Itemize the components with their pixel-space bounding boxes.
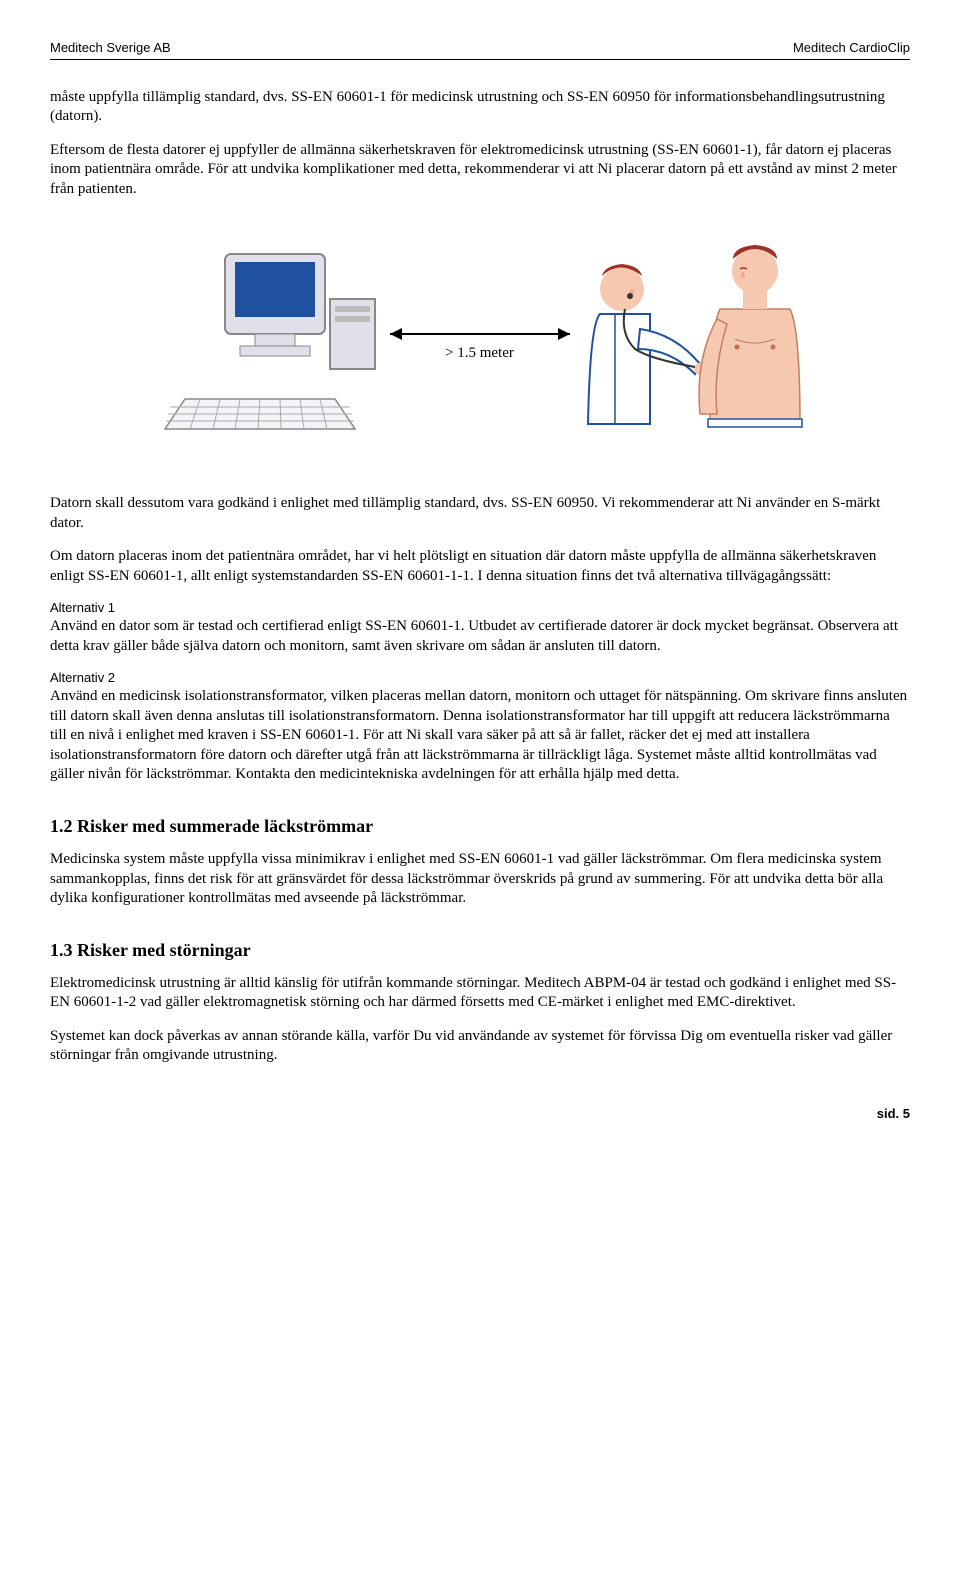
- paragraph-1: måste uppfylla tillämplig standard, dvs.…: [50, 88, 910, 127]
- paragraph-4: Om datorn placeras inom det patientnära …: [50, 547, 910, 586]
- alternative-2-text: Använd en medicinsk isolationstransforma…: [50, 687, 910, 785]
- alternative-2-label: Alternativ 2: [50, 670, 910, 687]
- section-1-2-text: Medicinska system måste uppfylla vissa m…: [50, 850, 910, 909]
- alternative-1-label: Alternativ 1: [50, 600, 910, 617]
- header-right: Meditech CardioClip: [793, 40, 910, 57]
- page-header: Meditech Sverige AB Meditech CardioClip: [50, 40, 910, 57]
- paragraph-3: Datorn skall dessutom vara godkänd i enl…: [50, 494, 910, 533]
- section-1-2-heading: 1.2 Risker med summerade läckströmmar: [50, 815, 910, 838]
- header-left: Meditech Sverige AB: [50, 40, 171, 57]
- distance-figure: > 1.5 meter: [130, 224, 830, 454]
- paragraph-2: Eftersom de flesta datorer ej uppfyller …: [50, 141, 910, 200]
- alternative-1-text: Använd en dator som är testad och certif…: [50, 617, 910, 656]
- page-number: sid. 5: [50, 1106, 910, 1123]
- section-1-3-text-2: Systemet kan dock påverkas av annan stör…: [50, 1027, 910, 1066]
- header-rule: [50, 59, 910, 60]
- figure-distance-label: > 1.5 meter: [445, 344, 514, 364]
- section-1-3-heading: 1.3 Risker med störningar: [50, 939, 910, 962]
- section-1-3-text-1: Elektromedicinsk utrustning är alltid kä…: [50, 974, 910, 1013]
